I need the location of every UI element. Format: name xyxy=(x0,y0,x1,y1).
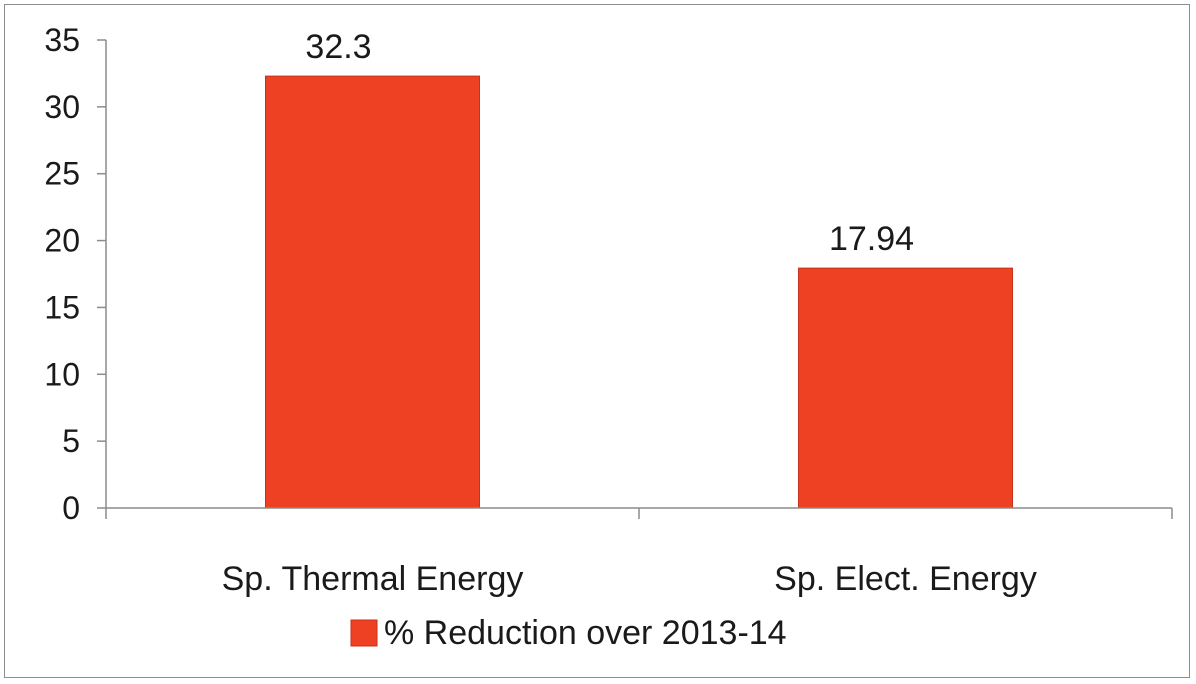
y-tick-label: 10 xyxy=(44,356,80,392)
y-tick-label: 20 xyxy=(44,223,80,259)
bar xyxy=(265,75,480,509)
bars xyxy=(265,75,1013,509)
legend-swatch xyxy=(350,619,378,647)
y-tick-label: 5 xyxy=(62,423,80,459)
data-label: 32.3 xyxy=(305,28,371,66)
x-category-label: Sp. Elect. Energy xyxy=(774,560,1037,598)
y-tick-label: 15 xyxy=(44,289,80,325)
legend: % Reduction over 2013-14 xyxy=(350,614,787,652)
legend-label: % Reduction over 2013-14 xyxy=(384,614,787,652)
y-axis-ticks: 0 5 10 15 20 25 30 35 xyxy=(44,22,106,526)
x-axis-category-labels: Sp. Thermal Energy Sp. Elect. Energy xyxy=(222,560,1037,598)
x-category-label: Sp. Thermal Energy xyxy=(222,560,524,598)
y-tick-label: 35 xyxy=(44,22,80,58)
data-labels: 32.3 17.94 xyxy=(305,28,914,258)
y-tick-label: 25 xyxy=(44,156,80,192)
y-tick-label: 0 xyxy=(62,490,80,526)
bar xyxy=(798,267,1013,509)
data-label: 17.94 xyxy=(829,220,914,258)
y-tick-label: 30 xyxy=(44,89,80,125)
x-axis-ticks xyxy=(105,508,1173,519)
